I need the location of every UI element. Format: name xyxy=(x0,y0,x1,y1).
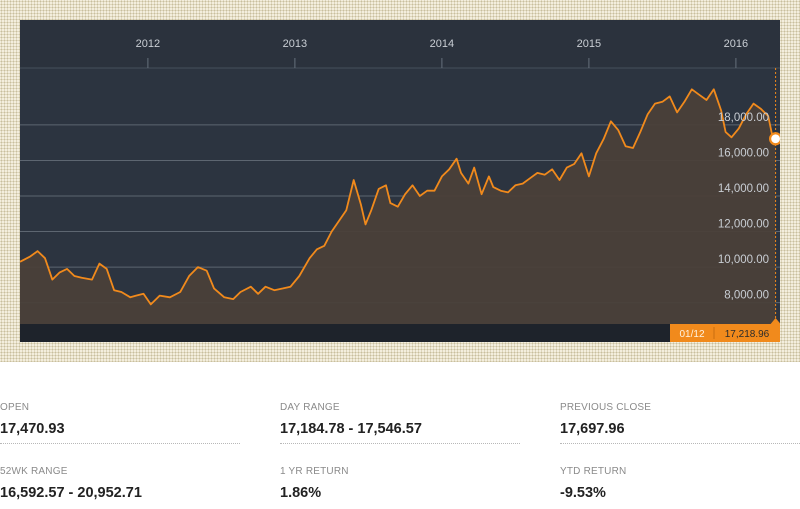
x-tick-label: 2012 xyxy=(136,38,160,50)
x-tick-label: 2015 xyxy=(577,38,601,50)
stat-label: 52WK RANGE xyxy=(0,466,68,477)
stat-52wk-range: 52WK RANGE 16,592.57 - 20,952.71 xyxy=(0,465,240,502)
stats-grid: OPEN 17,470.93 DAY RANGE 17,184.78 - 17,… xyxy=(0,393,800,509)
value-tooltip: 01/12 17,218.96 xyxy=(670,318,780,342)
price-area xyxy=(20,89,776,324)
current-value-marker[interactable] xyxy=(768,132,780,146)
stat-divider xyxy=(280,443,520,444)
tooltip-value: 17,218.96 xyxy=(725,329,770,340)
stat-label: PREVIOUS CLOSE xyxy=(560,402,652,413)
tooltip-date: 01/12 xyxy=(679,329,704,340)
stat-value: 16,592.57 - 20,952.71 xyxy=(0,485,142,501)
price-chart[interactable]: 2012 2013 2014 2015 2016 8,000.00 10,000.00 12… xyxy=(20,20,780,342)
y-tick-label: 12,000.00 xyxy=(718,219,769,231)
stat-1yr-return: 1 YR RETURN 1.86% xyxy=(280,465,520,502)
x-axis-band xyxy=(20,20,780,68)
x-axis-ticks: 2012 2013 2014 2015 2016 xyxy=(136,38,748,68)
y-axis-labels: 8,000.00 10,000.00 12,000.00 14,000.00 16,00… xyxy=(718,112,769,302)
price-line xyxy=(20,88,777,306)
x-tick-label: 2016 xyxy=(724,38,748,50)
stat-label: 1 YR RETURN xyxy=(280,466,349,477)
stat-value: 17,697.96 xyxy=(560,421,625,437)
x-tick-label: 2013 xyxy=(283,38,307,50)
x-tick-label: 2014 xyxy=(430,38,454,50)
y-tick-label: 18,000.00 xyxy=(718,112,769,124)
y-tick-label: 8,000.00 xyxy=(724,290,769,302)
stat-label: YTD RETURN xyxy=(560,466,627,477)
stat-day-range: DAY RANGE 17,184.78 - 17,546.57 xyxy=(280,401,520,444)
y-tick-label: 14,000.00 xyxy=(718,183,769,195)
stat-label: OPEN xyxy=(0,402,30,413)
stat-label: DAY RANGE xyxy=(280,402,340,413)
stat-value: 17,470.93 xyxy=(0,421,65,437)
stat-value: 17,184.78 - 17,546.57 xyxy=(280,421,422,437)
y-tick-label: 10,000.00 xyxy=(718,254,769,266)
tooltip-box xyxy=(670,324,780,342)
bottom-bar xyxy=(20,324,780,342)
stat-open: OPEN 17,470.93 xyxy=(0,401,240,444)
y-tick-label: 16,000.00 xyxy=(718,147,769,159)
stat-value: 1.86% xyxy=(280,485,322,501)
stat-divider xyxy=(560,443,800,444)
stat-previous-close: PREVIOUS CLOSE 17,697.96 xyxy=(560,401,800,444)
stat-value: -9.53% xyxy=(560,485,606,501)
tooltip-arrow xyxy=(770,318,780,324)
stat-divider xyxy=(0,443,240,444)
stat-ytd-return: YTD RETURN -9.53% xyxy=(560,465,800,502)
